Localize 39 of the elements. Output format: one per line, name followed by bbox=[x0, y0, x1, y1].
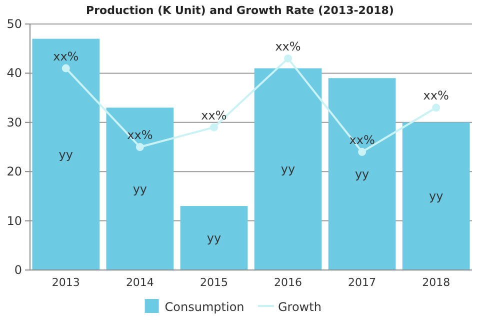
x-tick-label: 2014 bbox=[126, 276, 154, 289]
y-tick-label: 40 bbox=[6, 66, 22, 80]
y-tick-label: 30 bbox=[6, 115, 22, 130]
legend-label: Consumption bbox=[164, 300, 244, 314]
x-tick-label: 2015 bbox=[200, 276, 228, 289]
data-label: xx% bbox=[423, 88, 449, 103]
data-label: yy bbox=[132, 182, 148, 196]
y-tick-label: 10 bbox=[6, 214, 22, 228]
data-label: yy bbox=[206, 231, 222, 246]
y-tick-label: 0 bbox=[14, 263, 22, 277]
data-label: xx% bbox=[275, 39, 301, 54]
data-label: yy bbox=[428, 189, 444, 204]
point bbox=[432, 104, 440, 112]
bar bbox=[106, 108, 174, 270]
data-label: xx% bbox=[53, 49, 79, 64]
point bbox=[62, 64, 70, 72]
data-label: xx% bbox=[349, 132, 375, 147]
data-label: xx% bbox=[201, 108, 227, 122]
point bbox=[284, 54, 292, 62]
data-label: yy bbox=[354, 167, 370, 182]
point bbox=[210, 123, 218, 132]
x-tick-label: 2017 bbox=[348, 276, 376, 289]
data-label: yy bbox=[280, 162, 296, 176]
bar bbox=[402, 122, 470, 270]
bar bbox=[180, 206, 248, 270]
point bbox=[136, 143, 144, 151]
legend-label: Growth bbox=[278, 300, 322, 314]
bar bbox=[32, 38, 100, 270]
y-tick-label: 20 bbox=[6, 164, 22, 179]
x-tick-label: 2013 bbox=[52, 276, 80, 289]
bar bbox=[328, 78, 396, 270]
bar bbox=[254, 68, 322, 270]
y-tick-label: 50 bbox=[6, 17, 22, 31]
chart-title: Production (K Unit) and Growth Rate (2013-2018) bbox=[86, 4, 394, 17]
point bbox=[358, 148, 366, 156]
x-tick-label: 2018 bbox=[422, 276, 450, 289]
data-label: yy bbox=[58, 147, 74, 162]
x-tick-label: 2016 bbox=[274, 276, 302, 289]
data-label: xx% bbox=[127, 128, 153, 142]
